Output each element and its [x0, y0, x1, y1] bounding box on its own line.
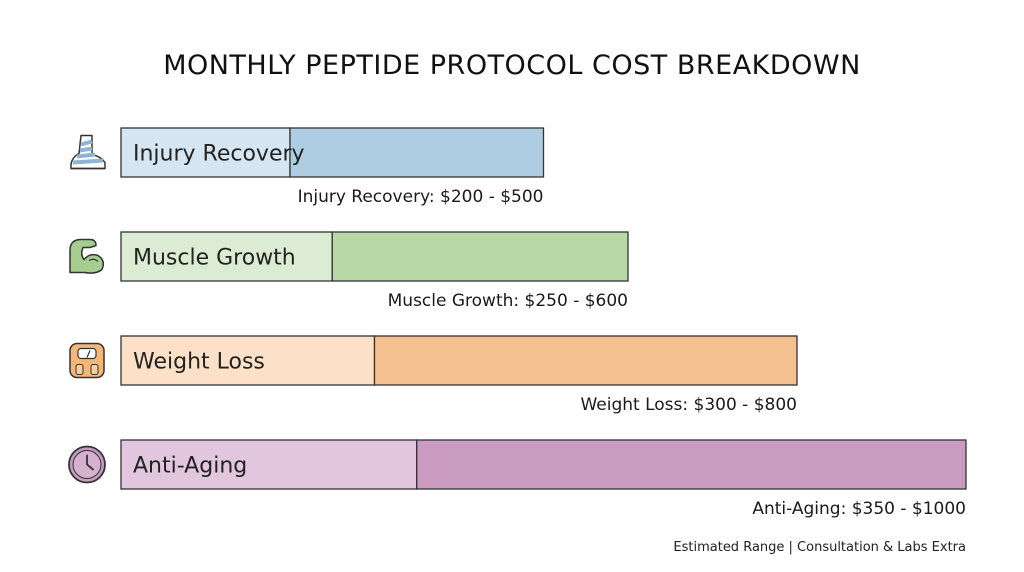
bandaged-foot-icon: [70, 134, 106, 170]
bar-range-segment: [331, 231, 629, 282]
scale-foot-pad-left: [75, 364, 84, 375]
range-label: Muscle Growth: $250 - $600: [388, 291, 628, 311]
bar-range-segment: [289, 127, 545, 178]
flexed-bicep-icon: [69, 238, 105, 274]
bar-range-segment: [373, 335, 798, 386]
range-label: Anti-Aging: $350 - $1000: [752, 499, 966, 519]
chart-title: MONTHLY PEPTIDE PROTOCOL COST BREAKDOWN: [163, 50, 861, 81]
category-label: Muscle Growth: [133, 246, 296, 271]
clock-icon: [68, 445, 106, 484]
clock-hands: [86, 454, 94, 471]
scale-dial: [77, 347, 97, 360]
bar-base-segment: [120, 127, 291, 178]
range-label: Injury Recovery: $200 - $500: [298, 187, 544, 207]
bicep-muscle-line: [88, 258, 99, 262]
bandage-wraps: [72, 139, 104, 165]
category-label: Weight Loss: [133, 350, 265, 375]
scale-needle: [86, 350, 91, 358]
bathroom-scale-icon: [69, 342, 105, 379]
category-label: Anti-Aging: [133, 454, 247, 479]
bar-base-segment: [120, 231, 333, 282]
bar-range-segment: [416, 439, 967, 490]
category-label: Injury Recovery: [133, 142, 305, 167]
range-label: Weight Loss: $300 - $800: [580, 395, 797, 415]
bar-base-segment: [120, 335, 376, 386]
footnote: Estimated Range | Consultation & Labs Ex…: [673, 540, 966, 555]
bicep-shape: [69, 238, 105, 274]
scale-foot-pad-right: [90, 364, 99, 375]
